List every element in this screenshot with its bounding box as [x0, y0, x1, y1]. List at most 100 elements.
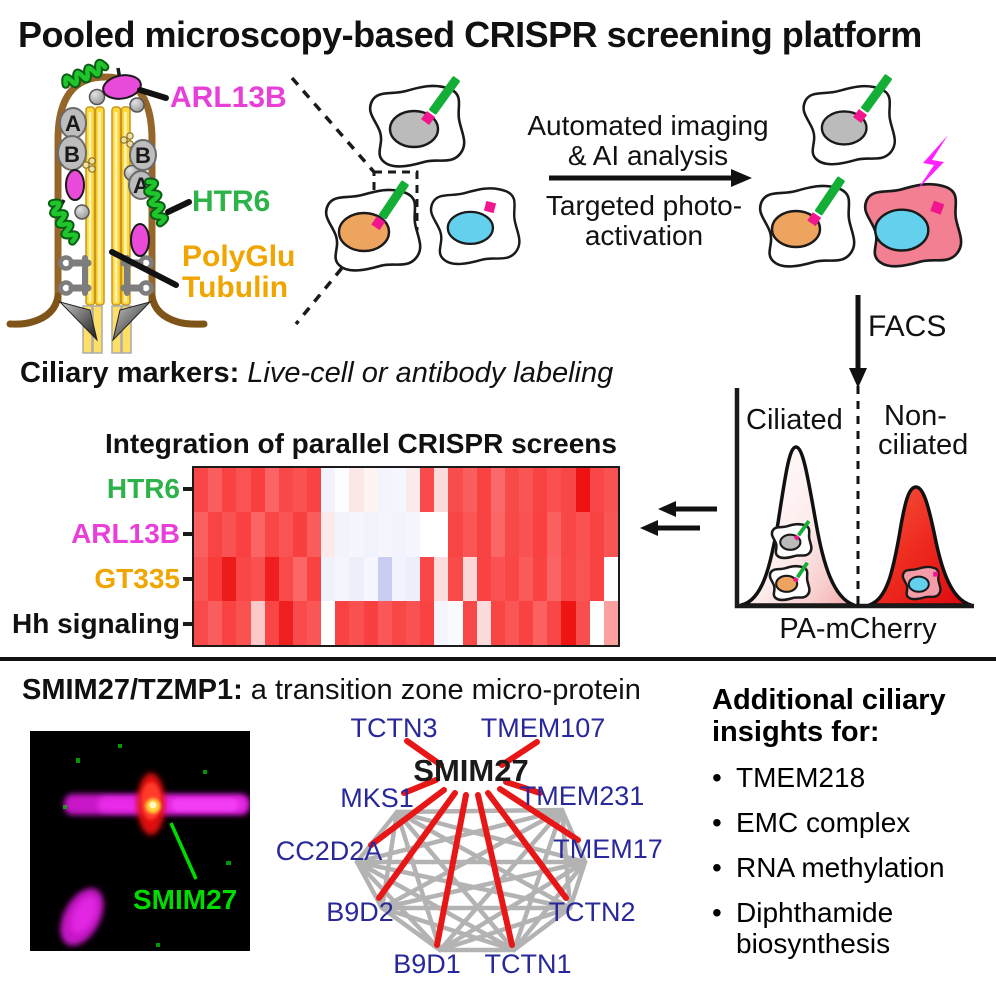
cell-orange — [324, 188, 422, 272]
ift-train-left — [57, 107, 96, 173]
heatmap-cell — [547, 556, 562, 601]
heatmap-cell — [292, 556, 308, 601]
network-edge-gray — [379, 859, 588, 911]
heatmap-cell — [278, 512, 293, 557]
cell-gray — [368, 84, 466, 168]
cell-pool-before — [324, 75, 521, 272]
network-node-tctn3: TCTN3 — [351, 713, 438, 743]
heatmap-cell — [321, 468, 336, 513]
heatmap-cell — [575, 600, 590, 645]
nucleus-cyan — [446, 210, 495, 245]
facs-histogram — [734, 386, 974, 609]
arl13b-protein-icons — [58, 67, 150, 257]
heatmap-cell — [434, 556, 449, 601]
heatmap-cell — [490, 512, 505, 557]
heatmap-cell — [363, 512, 378, 557]
heatmap-cell — [321, 556, 336, 601]
insight-item: • EMC complex — [712, 807, 994, 838]
network-edge-gray — [567, 859, 588, 911]
network-edge-smim27 — [376, 790, 458, 901]
network-edge-gray — [511, 905, 573, 953]
heatmap-cell — [236, 600, 251, 645]
histogram-x-axis-label: PA-mCherry — [779, 613, 937, 645]
insight-text: Diphthamide biosynthesis — [736, 897, 894, 959]
network-node-b9d1: B9D1 — [393, 949, 461, 979]
heatmap-cell — [335, 600, 350, 645]
mini-cell-gray — [770, 522, 813, 560]
cell-gray — [802, 84, 897, 166]
network-edge-gray — [559, 807, 573, 911]
heatmap-cell — [391, 600, 406, 645]
insight-text: EMC complex — [736, 807, 911, 838]
heatmap-cell — [335, 512, 350, 557]
heatmap-cell — [349, 600, 364, 645]
heatmap-cell — [250, 600, 265, 645]
heatmap-cell — [561, 468, 576, 513]
heatmap-cell — [462, 600, 477, 645]
heatmap-cell — [278, 468, 293, 513]
heatmap-cell — [462, 556, 477, 601]
network-edge-gray — [379, 905, 443, 953]
heatmap-cell — [391, 512, 406, 557]
heatmap-cell — [264, 600, 279, 645]
insight-list: • TMEM218 • EMC complex • RNA methylation • Dip… — [712, 762, 994, 959]
heatmap-cell — [377, 468, 392, 513]
bullet-icon: • — [712, 807, 722, 838]
heatmap-cell — [561, 512, 576, 557]
heatmap-cell — [307, 556, 322, 601]
heatmap-row-label: Hh signaling — [12, 608, 180, 639]
htr6-label: HTR6 — [192, 185, 271, 218]
smim27-image-label: SMIM27 — [133, 884, 238, 915]
heatmap-cell — [292, 512, 308, 557]
heatmap-cell — [363, 600, 378, 645]
heatmap-cell — [405, 600, 421, 645]
heatmap-cell — [405, 512, 421, 557]
bullet-icon: • — [712, 852, 722, 883]
heatmap-cell — [575, 512, 590, 557]
imaging-arrow — [549, 169, 752, 187]
heatmap-cell — [476, 468, 491, 513]
heatmap-cell — [264, 512, 279, 557]
heatmap-cell — [575, 468, 590, 513]
heatmap-cell — [434, 512, 449, 557]
network-edge-smim27 — [475, 792, 515, 948]
network-node-tctn1: TCTN1 — [485, 949, 572, 979]
heatmap-cell — [292, 600, 308, 645]
heatmap-cell — [349, 468, 364, 513]
heatmap-cell — [547, 600, 562, 645]
heatmap-cell — [589, 600, 604, 645]
heatmap-cell — [391, 468, 406, 513]
heatmap-row-tick — [183, 532, 193, 536]
heatmap-cell — [405, 468, 421, 513]
heatmap-row-label: ARL13B — [71, 518, 180, 549]
histogram-axes — [734, 388, 974, 609]
heatmap-cell — [208, 468, 223, 513]
non-ciliated-label: Non- — [884, 400, 947, 432]
heatmap-cell — [476, 512, 491, 557]
network-edge-gray — [511, 807, 565, 953]
insight-item: • TMEM218 — [712, 762, 994, 793]
network-node-tmem17: TMEM17 — [553, 834, 663, 864]
mini-cell-orange — [768, 564, 811, 602]
facs-arrow — [849, 295, 867, 388]
smim27-section-title: SMIM27/TZMP1: a transition zone micro-pr… — [22, 674, 641, 706]
ift-b-label: B — [64, 142, 80, 167]
heatmap-cell — [547, 468, 562, 513]
heatmap-cell — [292, 468, 308, 513]
ai-analysis-text: & AI analysis — [567, 140, 729, 171]
noise-speckles — [63, 744, 231, 947]
mini-cell-pink — [901, 565, 942, 601]
network-edge-smim27 — [401, 777, 439, 796]
heatmap-cell — [589, 556, 604, 601]
heatmap-cell — [222, 468, 237, 513]
heatmap-cell — [236, 512, 251, 557]
heatmap-cell — [434, 468, 449, 513]
activation-text: activation — [584, 220, 704, 251]
cell-pool-after — [758, 73, 963, 268]
network-node-smim27: SMIM27 — [413, 753, 528, 788]
label-pointer-lines — [109, 87, 192, 288]
heatmap-cell — [589, 468, 604, 513]
heatmap-cell — [349, 556, 364, 601]
